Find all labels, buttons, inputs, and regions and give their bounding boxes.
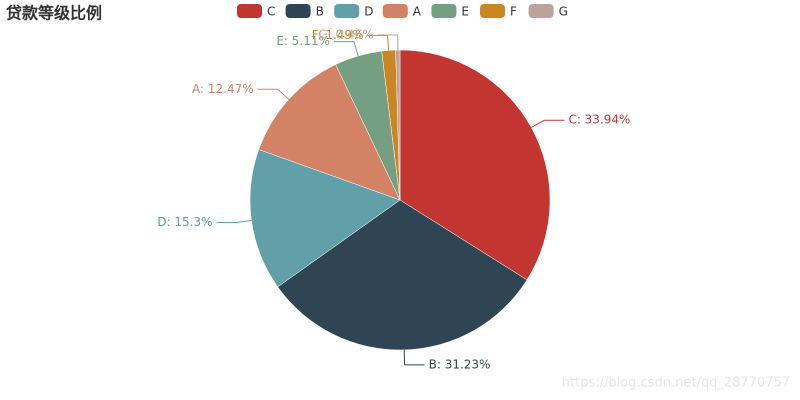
pie-slice	[249, 149, 401, 288]
label-line	[216, 219, 252, 224]
legend-label: A	[413, 5, 422, 19]
legend-label: G	[559, 5, 568, 19]
legend-label: B	[316, 5, 324, 19]
legend-label: E	[461, 5, 469, 19]
legend-swatch	[528, 4, 554, 18]
legend-label: C	[267, 5, 275, 19]
label-line	[377, 34, 399, 51]
label-line	[403, 349, 425, 366]
pie-slice	[399, 49, 551, 281]
data-label: G: 0.46%	[318, 28, 373, 42]
legend-swatch	[285, 4, 311, 18]
data-label: F: 1.49%	[312, 28, 364, 42]
data-label: E: 5.11%	[276, 34, 330, 48]
legend-swatch	[334, 4, 360, 18]
legend-label: D	[364, 5, 373, 19]
legend-label: F	[510, 5, 517, 19]
label-line	[333, 41, 359, 57]
legend-swatch	[480, 4, 505, 18]
data-label: C: 33.94%	[568, 113, 630, 127]
legend-swatch	[237, 4, 262, 18]
data-label: D: 15.3%	[157, 215, 212, 229]
label-line	[257, 88, 290, 100]
label-line	[531, 119, 565, 128]
data-label: B: 31.23%	[429, 357, 491, 371]
watermark: https://blog.csdn.net/qq_28770757	[562, 376, 790, 391]
data-label: A: 12.47%	[192, 82, 254, 96]
pie-slice	[277, 199, 528, 351]
legend-swatch	[431, 4, 457, 18]
legend-swatch	[382, 4, 408, 18]
chart-title: 贷款等级比例	[6, 4, 102, 23]
